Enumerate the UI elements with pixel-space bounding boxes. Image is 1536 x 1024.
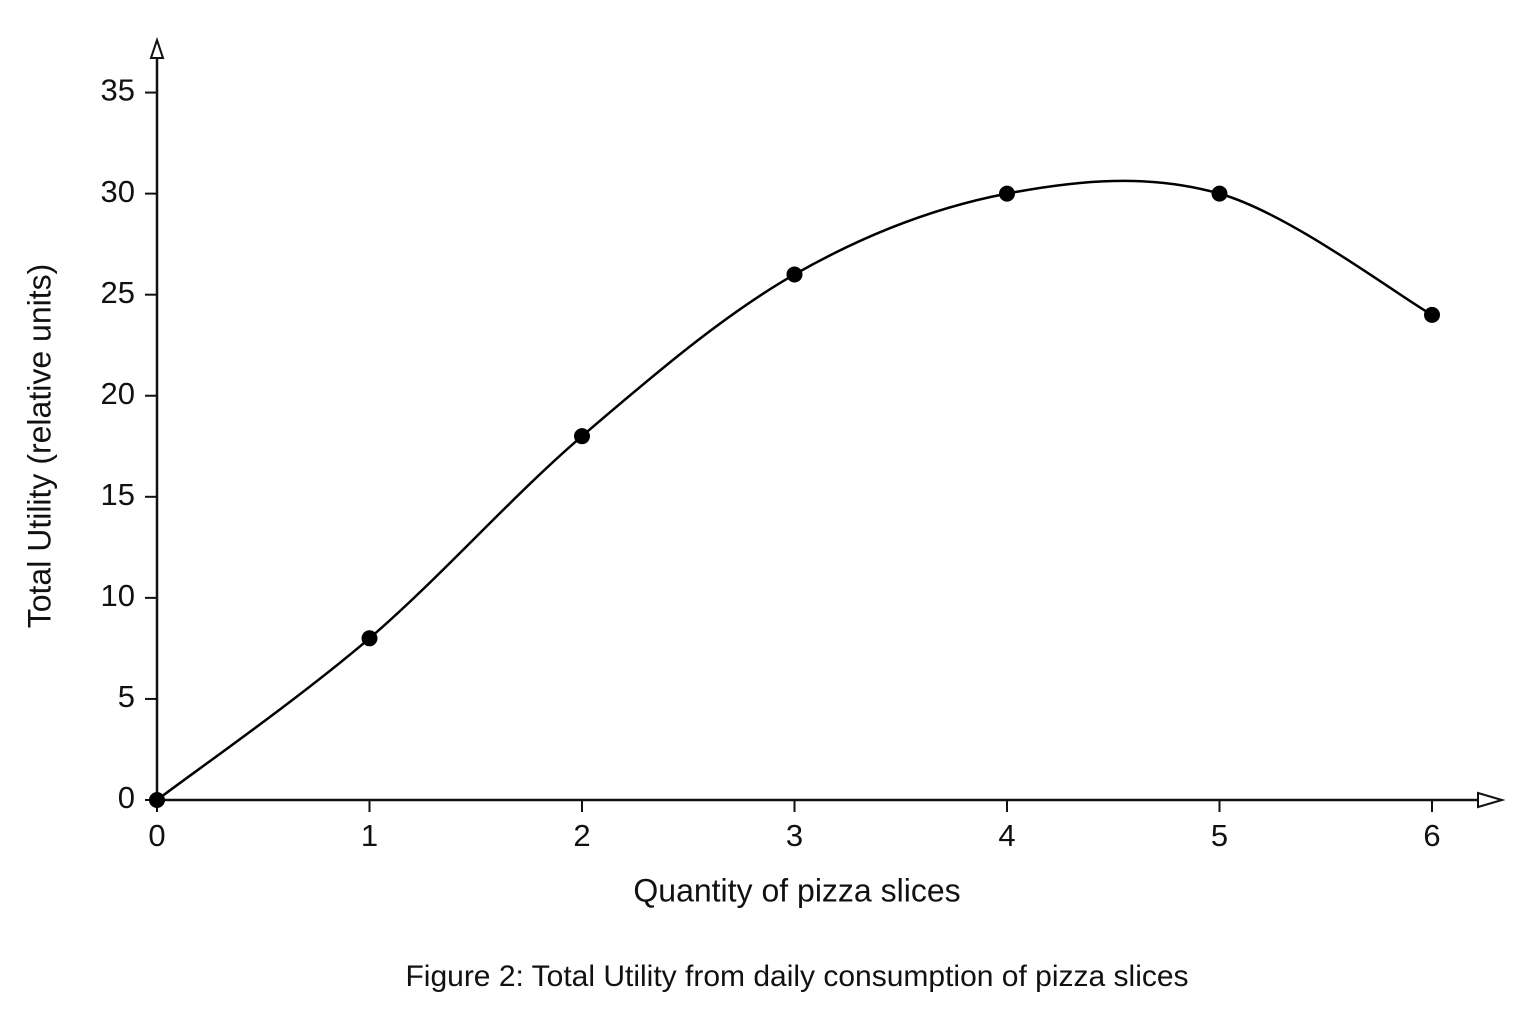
- y-tick-label: 25: [101, 275, 135, 310]
- y-tick-label: 20: [101, 376, 135, 411]
- caption: Figure 2: Total Utility from daily consu…: [405, 960, 1188, 993]
- y-tick-label: 5: [118, 679, 135, 714]
- point: [1424, 306, 1440, 323]
- x-tick-label: 5: [1211, 818, 1228, 853]
- point: [361, 630, 378, 647]
- point: [574, 428, 590, 445]
- point: [1211, 185, 1228, 202]
- x-tick-label: 4: [998, 818, 1015, 853]
- point: [149, 792, 165, 808]
- x-tick-label: 1: [361, 818, 378, 853]
- y-tick-label: 15: [101, 477, 135, 512]
- x-axis-arrow: [1477, 791, 1506, 809]
- y-tick-label: 30: [101, 174, 135, 209]
- y-axis-arrow: [149, 36, 165, 59]
- y-axis-title: Total Utility (relative units): [21, 264, 57, 629]
- point: [999, 185, 1015, 202]
- x-tick-label: 3: [786, 818, 803, 853]
- x-tick-label: 6: [1423, 818, 1440, 853]
- x-axis-title: Quantity of pizza slices: [633, 872, 960, 908]
- y-tick-label: 35: [101, 73, 135, 108]
- x-tick-label: 2: [573, 818, 590, 853]
- y-tick-label: 10: [101, 578, 135, 613]
- y-tick-label: 0: [118, 780, 135, 815]
- x-tick-label: 0: [148, 818, 165, 853]
- point: [786, 266, 803, 283]
